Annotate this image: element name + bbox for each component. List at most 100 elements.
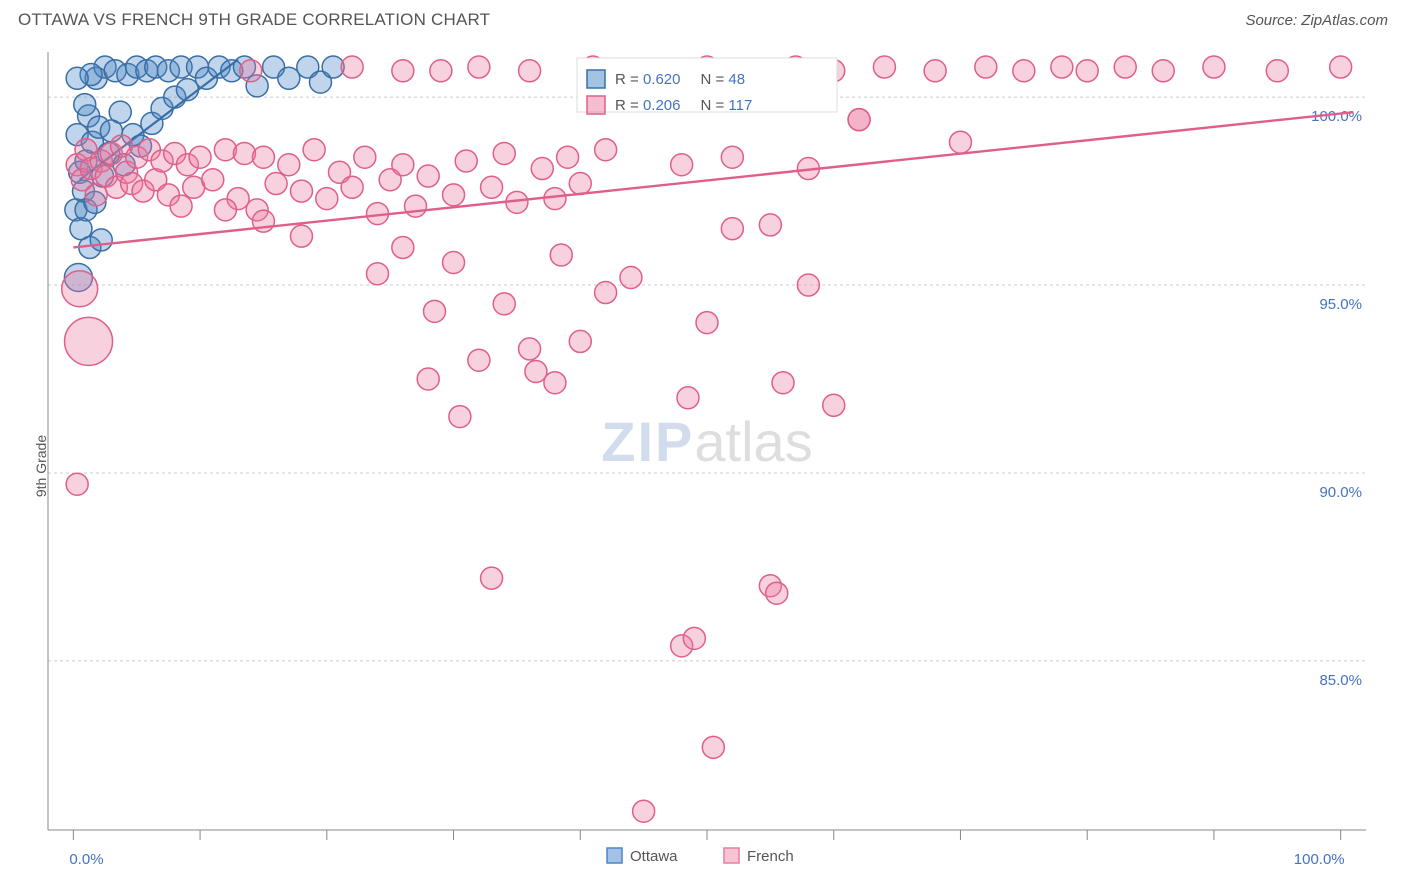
scatter-point: [544, 188, 566, 210]
scatter-point: [455, 150, 477, 172]
scatter-point: [170, 195, 192, 217]
scatter-point: [525, 360, 547, 382]
scatter-point: [975, 56, 997, 78]
scatter-point: [278, 154, 300, 176]
legend-swatch: [724, 848, 739, 863]
scatter-point: [392, 236, 414, 258]
scatter-point: [848, 109, 870, 131]
scatter-point: [367, 263, 389, 285]
chart-source: Source: ZipAtlas.com: [1245, 12, 1388, 29]
scatter-point: [493, 142, 515, 164]
scatter-point: [671, 154, 693, 176]
y-tick-label: 95.0%: [1319, 296, 1362, 313]
watermark: ZIPatlas: [601, 410, 812, 473]
scatter-point: [405, 195, 427, 217]
chart-header: OTTAWA VS FRENCH 9TH GRADE CORRELATION C…: [0, 0, 1406, 40]
scatter-point: [759, 214, 781, 236]
scatter-point: [569, 330, 591, 352]
legend-swatch: [607, 848, 622, 863]
scatter-point: [1152, 60, 1174, 82]
scatter-point: [1203, 56, 1225, 78]
scatter-point: [493, 293, 515, 315]
scatter-point: [252, 146, 274, 168]
legend-swatch: [587, 70, 605, 88]
scatter-point: [392, 154, 414, 176]
y-tick-label: 85.0%: [1319, 672, 1362, 689]
scatter-point: [316, 188, 338, 210]
scatter-point: [290, 180, 312, 202]
legend-label: Ottawa: [630, 848, 678, 865]
scatter-point: [949, 131, 971, 153]
chart-svg: 85.0%90.0%95.0%100.0%0.0%100.0%ZIPatlasR…: [0, 40, 1406, 892]
scatter-point: [1266, 60, 1288, 82]
scatter-point: [443, 251, 465, 273]
scatter-point: [924, 60, 946, 82]
x-tick-label: 100.0%: [1294, 851, 1345, 868]
scatter-point: [303, 139, 325, 161]
chart-title: OTTAWA VS FRENCH 9TH GRADE CORRELATION C…: [18, 10, 490, 30]
scatter-point: [1013, 60, 1035, 82]
scatter-point: [772, 372, 794, 394]
scatter-point: [202, 169, 224, 191]
scatter-point: [519, 338, 541, 360]
scatter-point: [74, 94, 96, 116]
scatter-point: [443, 184, 465, 206]
scatter-point: [1114, 56, 1136, 78]
scatter-point: [354, 146, 376, 168]
scatter-point: [544, 372, 566, 394]
scatter-point: [449, 406, 471, 428]
y-axis-label: 9th Grade: [33, 435, 49, 497]
y-tick-label: 90.0%: [1319, 484, 1362, 501]
scatter-point: [569, 173, 591, 195]
scatter-point: [823, 394, 845, 416]
legend-label: French: [747, 848, 794, 865]
scatter-point: [766, 582, 788, 604]
scatter-point: [65, 317, 113, 365]
scatter-point: [557, 146, 579, 168]
scatter-point: [240, 60, 262, 82]
scatter-point: [481, 567, 503, 589]
scatter-point: [702, 736, 724, 758]
scatter-point: [214, 199, 236, 221]
scatter-point: [214, 139, 236, 161]
scatter-point: [424, 300, 446, 322]
scatter-point: [721, 146, 743, 168]
scatter-point: [66, 473, 88, 495]
scatter-point: [468, 56, 490, 78]
scatter-point: [696, 312, 718, 334]
scatter-point: [677, 387, 699, 409]
scatter-point: [233, 142, 255, 164]
scatter-point: [109, 101, 131, 123]
x-tick-label: 0.0%: [69, 851, 103, 868]
scatter-point: [341, 56, 363, 78]
scatter-point: [683, 627, 705, 649]
scatter-point: [873, 56, 895, 78]
scatter-point: [519, 60, 541, 82]
scatter-point: [392, 60, 414, 82]
scatter-point: [595, 282, 617, 304]
scatter-point: [1076, 60, 1098, 82]
scatter-point: [341, 176, 363, 198]
scatter-point: [595, 139, 617, 161]
scatter-point: [189, 146, 211, 168]
scatter-point: [430, 60, 452, 82]
scatter-point: [797, 274, 819, 296]
legend-stat: R = 0.620N = 48: [615, 71, 745, 88]
scatter-point: [620, 267, 642, 289]
scatter-point: [417, 165, 439, 187]
scatter-point: [90, 229, 112, 251]
scatter-point: [66, 67, 88, 89]
scatter-point: [278, 67, 300, 89]
scatter-point: [62, 271, 98, 307]
scatter-point: [721, 218, 743, 240]
scatter-point: [633, 800, 655, 822]
scatter-point: [1330, 56, 1352, 78]
scatter-point: [550, 244, 572, 266]
legend-swatch: [587, 96, 605, 114]
scatter-point: [531, 158, 553, 180]
scatter-point: [265, 173, 287, 195]
scatter-point: [468, 349, 490, 371]
scatter-point: [417, 368, 439, 390]
scatter-point: [290, 225, 312, 247]
scatter-point: [481, 176, 503, 198]
